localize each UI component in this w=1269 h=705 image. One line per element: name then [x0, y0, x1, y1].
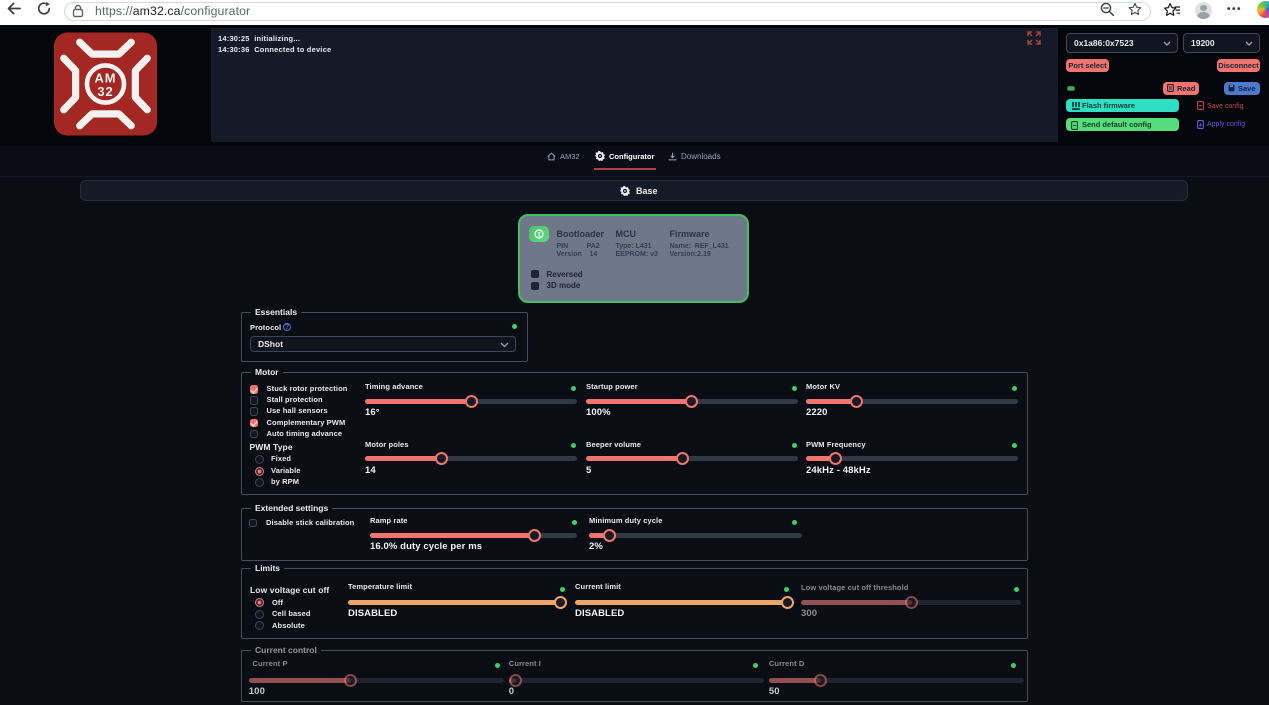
- svg-text:1: 1: [537, 231, 541, 238]
- svg-text:32: 32: [97, 84, 113, 99]
- svg-text:AM: AM: [94, 70, 116, 85]
